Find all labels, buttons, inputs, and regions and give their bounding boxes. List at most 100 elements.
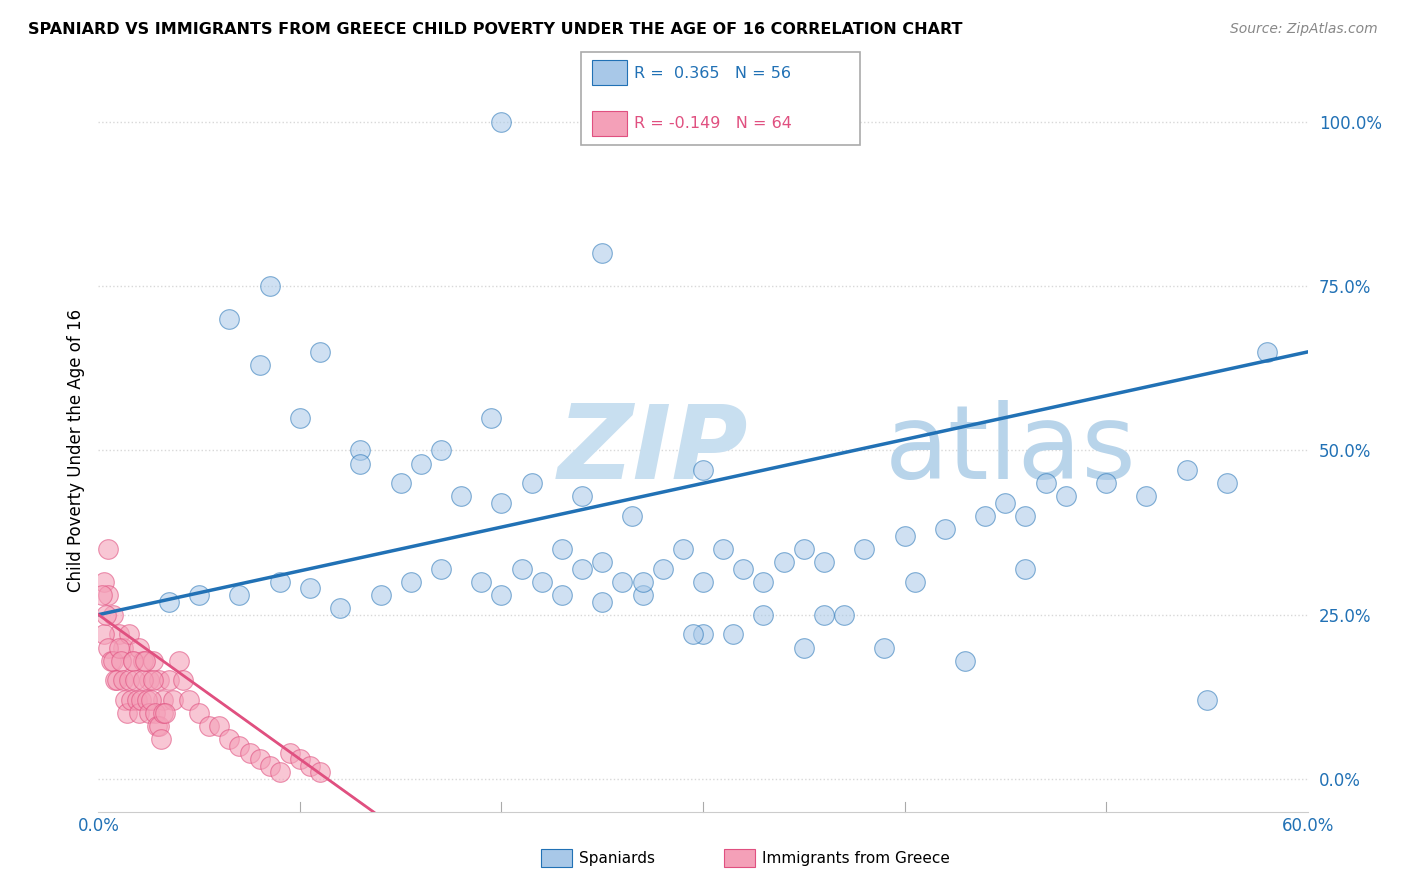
Point xyxy=(188,706,211,721)
Point xyxy=(134,654,156,668)
Point xyxy=(491,115,513,129)
Point xyxy=(591,594,613,608)
Point xyxy=(132,673,155,688)
Point xyxy=(491,588,513,602)
Point xyxy=(249,752,271,766)
Point xyxy=(974,509,997,524)
Point xyxy=(309,345,332,359)
Point xyxy=(813,555,835,569)
Point xyxy=(1216,476,1239,491)
Point xyxy=(138,673,160,688)
Point xyxy=(621,509,644,524)
Point xyxy=(179,693,201,707)
Point xyxy=(510,562,533,576)
Point xyxy=(172,673,194,688)
Point xyxy=(723,627,745,641)
Point xyxy=(120,693,142,707)
Point xyxy=(149,732,172,747)
Point xyxy=(259,758,281,772)
Point xyxy=(208,719,231,733)
Point xyxy=(711,541,734,556)
Point xyxy=(893,529,915,543)
Point xyxy=(146,719,169,733)
Point xyxy=(100,654,122,668)
Point xyxy=(228,588,250,602)
Point xyxy=(752,607,775,622)
Point xyxy=(1256,345,1278,359)
Point xyxy=(128,640,150,655)
Point xyxy=(115,706,138,721)
Point xyxy=(103,673,125,688)
Point xyxy=(162,693,184,707)
Point xyxy=(125,693,148,707)
Point xyxy=(157,673,180,688)
Point xyxy=(299,582,322,596)
Point xyxy=(1014,562,1036,576)
Point xyxy=(631,588,654,602)
Point xyxy=(101,654,124,668)
Point xyxy=(793,640,815,655)
Point xyxy=(934,522,956,536)
Point xyxy=(409,457,432,471)
Point xyxy=(101,607,124,622)
Point xyxy=(167,654,190,668)
Point xyxy=(530,574,553,589)
Point xyxy=(299,758,322,772)
Point xyxy=(148,719,170,733)
Point xyxy=(904,574,927,589)
Point xyxy=(329,601,352,615)
Point xyxy=(138,706,160,721)
Point xyxy=(152,693,174,707)
Point xyxy=(470,574,492,589)
Point xyxy=(97,541,120,556)
Point xyxy=(121,654,143,668)
Point xyxy=(450,490,472,504)
Y-axis label: Child Poverty Under the Age of 16: Child Poverty Under the Age of 16 xyxy=(66,309,84,592)
Point xyxy=(124,673,146,688)
Point xyxy=(288,752,311,766)
Text: ZIP: ZIP xyxy=(558,400,748,501)
Point xyxy=(142,654,165,668)
Point xyxy=(97,588,120,602)
Point xyxy=(114,693,136,707)
Point xyxy=(953,654,976,668)
Point xyxy=(111,640,134,655)
Point xyxy=(832,607,855,622)
Point xyxy=(1035,476,1057,491)
Point xyxy=(571,490,593,504)
Point xyxy=(1054,490,1077,504)
Point xyxy=(692,627,714,641)
Point xyxy=(93,574,115,589)
Point xyxy=(370,588,392,602)
Point xyxy=(249,358,271,372)
Point xyxy=(651,562,673,576)
Point xyxy=(111,673,134,688)
Point xyxy=(148,673,170,688)
Point xyxy=(218,312,240,326)
Point xyxy=(672,541,695,556)
Point xyxy=(107,640,129,655)
Point xyxy=(631,574,654,589)
Point xyxy=(994,496,1017,510)
Point xyxy=(91,588,114,602)
Point xyxy=(389,476,412,491)
Point xyxy=(772,555,794,569)
Point xyxy=(873,640,896,655)
Point xyxy=(1014,509,1036,524)
Point xyxy=(1175,463,1198,477)
Point xyxy=(551,541,574,556)
Point xyxy=(129,693,152,707)
Point xyxy=(571,562,593,576)
Text: R = -0.149   N = 64: R = -0.149 N = 64 xyxy=(634,117,792,131)
Text: Source: ZipAtlas.com: Source: ZipAtlas.com xyxy=(1230,22,1378,37)
Text: SPANIARD VS IMMIGRANTS FROM GREECE CHILD POVERTY UNDER THE AGE OF 16 CORRELATION: SPANIARD VS IMMIGRANTS FROM GREECE CHILD… xyxy=(28,22,963,37)
Point xyxy=(692,463,714,477)
Point xyxy=(269,765,291,780)
Point xyxy=(491,496,513,510)
Point xyxy=(591,555,613,569)
Point xyxy=(1195,693,1218,707)
Point xyxy=(682,627,704,641)
Point xyxy=(692,574,714,589)
Point xyxy=(612,574,634,589)
Point xyxy=(97,640,120,655)
